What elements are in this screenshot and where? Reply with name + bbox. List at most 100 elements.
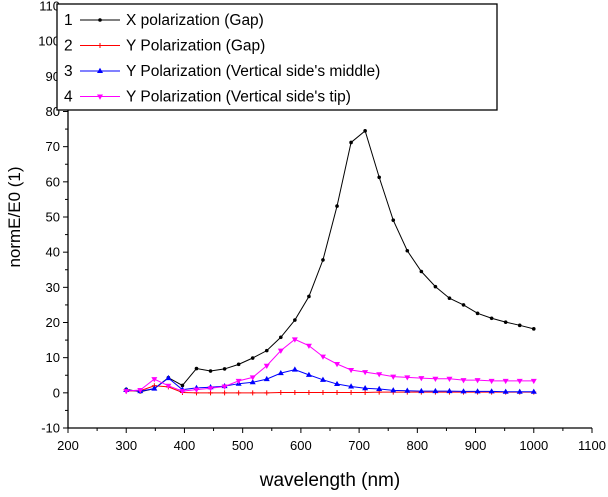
x-tick-label: 1000 [519, 438, 548, 453]
legend-label: Y Polarization (Vertical side's middle) [126, 63, 380, 80]
data-point [475, 311, 480, 316]
x-tick-label: 300 [115, 438, 137, 453]
data-point [348, 389, 354, 395]
data-point [292, 389, 298, 395]
data-point [348, 367, 355, 374]
legend-marker-4 [97, 94, 103, 100]
series-1 [124, 129, 536, 394]
legend-number: 1 [64, 12, 73, 29]
data-point [362, 370, 369, 376]
data-point [531, 327, 536, 331]
data-point [137, 388, 144, 394]
data-point [502, 378, 509, 385]
x-tick-label: 500 [232, 438, 254, 453]
data-point [446, 387, 453, 394]
data-point [277, 369, 284, 376]
y-tick-label: 20 [46, 315, 60, 330]
data-point [249, 379, 256, 385]
data-point [151, 377, 158, 383]
x-tick-label: 900 [465, 438, 487, 453]
data-point [405, 248, 410, 253]
data-point [530, 388, 537, 394]
series-line-3 [126, 369, 534, 393]
legend-number: 4 [64, 89, 73, 106]
data-point [474, 378, 481, 384]
legend: 1 X polarization (Gap) 2 Y Polarization (Ga… [56, 3, 498, 111]
data-point [278, 389, 284, 395]
legend-number: 2 [64, 38, 73, 55]
y-tick-label: 50 [46, 210, 60, 225]
data-point [263, 363, 270, 369]
data-point [446, 376, 453, 382]
data-point [460, 388, 467, 394]
y-tick-label: 60 [46, 174, 60, 189]
series-line-1 [126, 129, 534, 393]
data-point [179, 389, 186, 395]
data-point [418, 387, 425, 394]
data-point [264, 390, 270, 396]
data-point [194, 366, 199, 371]
data-point [264, 348, 269, 353]
data-point [291, 366, 298, 372]
data-point [334, 361, 341, 368]
data-point [321, 258, 325, 262]
data-point [432, 387, 439, 394]
data-point [391, 218, 396, 222]
data-point [489, 316, 494, 321]
data-point [432, 376, 439, 382]
data-point [193, 387, 200, 393]
x-tick-label: 400 [174, 438, 196, 453]
data-point [362, 385, 369, 391]
data-point [165, 374, 172, 381]
legend-marker-2 [97, 43, 103, 48]
data-point [488, 388, 495, 394]
legend-number: 3 [64, 63, 73, 80]
data-point [165, 383, 172, 389]
data-point [305, 371, 312, 377]
y-tick-label: 110 [39, 0, 60, 14]
data-point [222, 367, 227, 371]
data-point [250, 390, 256, 396]
y-tick-label: 100 [38, 34, 60, 49]
data-point [376, 385, 383, 391]
data-point [334, 389, 340, 395]
data-point [279, 335, 283, 340]
data-point [222, 390, 228, 396]
data-point [334, 380, 341, 387]
data-point [348, 383, 355, 389]
data-point [305, 343, 312, 349]
data-point [419, 269, 424, 274]
legend-label: Y Polarization (Vertical side's tip) [126, 89, 351, 106]
data-point [349, 140, 353, 145]
data-point [502, 388, 509, 394]
data-point [418, 376, 425, 382]
data-point [320, 389, 326, 395]
data-point [250, 356, 255, 360]
y-tick-label: 0 [53, 385, 60, 400]
data-point [516, 388, 523, 394]
series-group [123, 129, 537, 396]
data-point [249, 375, 256, 381]
data-point [291, 337, 298, 343]
data-point [461, 303, 466, 307]
data-point [488, 378, 495, 385]
x-tick-label: 700 [348, 438, 370, 453]
y-tick-label: 30 [46, 280, 60, 295]
y-tick-label: 40 [46, 245, 60, 260]
data-point [390, 374, 397, 380]
series-line-4 [126, 338, 534, 392]
data-point [221, 384, 228, 390]
data-point [530, 378, 537, 385]
data-point [376, 372, 383, 378]
data-point [151, 385, 158, 391]
data-point [335, 204, 339, 208]
data-point [235, 378, 242, 385]
data-point [277, 348, 284, 354]
data-point [474, 388, 481, 394]
data-point [306, 389, 312, 395]
y-tick-label: 10 [46, 350, 60, 365]
series-4 [123, 337, 537, 395]
data-point [123, 389, 130, 395]
data-point [263, 375, 270, 382]
